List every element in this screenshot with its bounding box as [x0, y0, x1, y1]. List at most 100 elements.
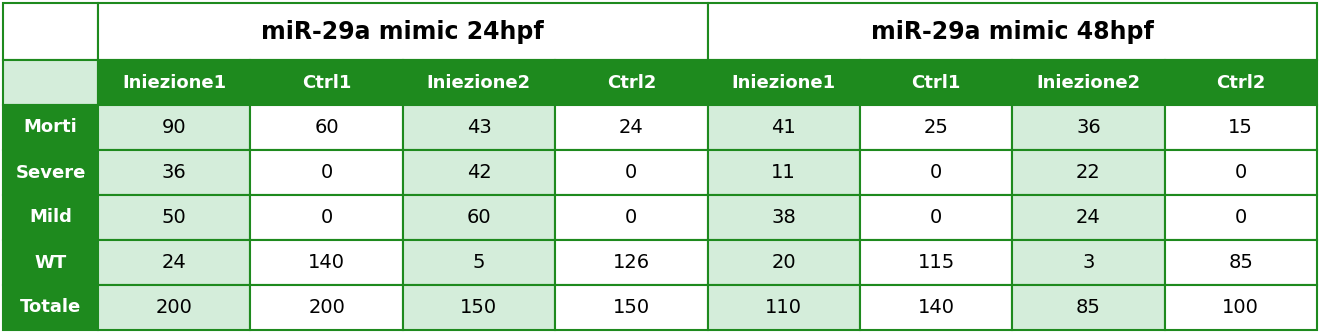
Bar	[3, 3, 98, 60]
Text: 140: 140	[917, 298, 954, 317]
Text: 41: 41	[771, 118, 796, 137]
Bar	[403, 60, 556, 105]
Bar	[1012, 60, 1164, 105]
Bar	[98, 105, 251, 150]
Text: 60: 60	[467, 208, 491, 227]
Bar	[3, 105, 98, 150]
Bar	[403, 285, 556, 330]
Text: miR-29a mimic 24hpf: miR-29a mimic 24hpf	[261, 20, 544, 44]
Bar	[98, 150, 251, 195]
Bar	[859, 195, 1012, 240]
Bar	[1012, 240, 1164, 285]
Text: 150: 150	[461, 298, 498, 317]
Text: 42: 42	[466, 163, 491, 182]
Text: 15: 15	[1229, 118, 1253, 137]
Text: 0: 0	[321, 208, 333, 227]
Text: 3: 3	[1082, 253, 1094, 272]
Bar	[251, 105, 403, 150]
Text: 43: 43	[466, 118, 491, 137]
Text: miR-29a mimic 48hpf: miR-29a mimic 48hpf	[871, 20, 1154, 44]
Text: 150: 150	[612, 298, 649, 317]
Text: 140: 140	[308, 253, 345, 272]
Bar	[1012, 285, 1164, 330]
Text: Mild: Mild	[29, 208, 71, 226]
Text: Ctrl1: Ctrl1	[302, 74, 351, 92]
Text: 24: 24	[162, 253, 186, 272]
Bar	[251, 60, 403, 105]
Text: Ctrl2: Ctrl2	[607, 74, 656, 92]
Text: 90: 90	[162, 118, 186, 137]
Text: 22: 22	[1076, 163, 1101, 182]
Text: 25: 25	[924, 118, 949, 137]
Text: 20: 20	[771, 253, 796, 272]
Text: 0: 0	[1234, 208, 1247, 227]
Bar	[859, 150, 1012, 195]
Bar	[556, 195, 708, 240]
Bar	[403, 240, 556, 285]
Text: Ctrl2: Ctrl2	[1216, 74, 1266, 92]
Text: 0: 0	[929, 208, 942, 227]
Text: 0: 0	[1234, 163, 1247, 182]
Text: 36: 36	[1076, 118, 1101, 137]
Text: 115: 115	[917, 253, 954, 272]
Text: 0: 0	[626, 163, 638, 182]
Bar	[98, 60, 251, 105]
Bar	[1164, 195, 1317, 240]
Bar	[708, 150, 859, 195]
Text: 50: 50	[162, 208, 186, 227]
Bar	[1164, 105, 1317, 150]
Text: 200: 200	[308, 298, 345, 317]
Bar	[98, 240, 251, 285]
Text: Totale: Totale	[20, 298, 81, 316]
Text: 5: 5	[473, 253, 486, 272]
Bar	[708, 285, 859, 330]
Bar	[403, 150, 556, 195]
Bar	[1164, 240, 1317, 285]
Text: 85: 85	[1229, 253, 1253, 272]
Text: Iniezione2: Iniezione2	[426, 74, 531, 92]
Text: 11: 11	[771, 163, 796, 182]
Bar	[251, 240, 403, 285]
Text: Ctrl1: Ctrl1	[911, 74, 961, 92]
Text: 0: 0	[321, 163, 333, 182]
Text: 100: 100	[1222, 298, 1259, 317]
Text: 200: 200	[156, 298, 193, 317]
Text: 0: 0	[929, 163, 942, 182]
Text: Iniezione2: Iniezione2	[1036, 74, 1140, 92]
Bar	[708, 3, 1317, 60]
Text: Iniezione1: Iniezione1	[731, 74, 836, 92]
Bar	[1164, 285, 1317, 330]
Text: 36: 36	[162, 163, 186, 182]
Text: Severe: Severe	[16, 164, 86, 181]
Bar	[403, 105, 556, 150]
Text: 0: 0	[626, 208, 638, 227]
Text: Morti: Morti	[24, 119, 78, 137]
Bar	[556, 285, 708, 330]
Bar	[708, 195, 859, 240]
Text: 38: 38	[771, 208, 796, 227]
Bar	[708, 60, 859, 105]
Bar	[251, 195, 403, 240]
Text: 110: 110	[766, 298, 803, 317]
Bar	[556, 240, 708, 285]
Bar	[98, 285, 251, 330]
Text: WT: WT	[34, 253, 66, 271]
Bar	[3, 150, 98, 195]
Bar	[859, 105, 1012, 150]
Bar	[556, 150, 708, 195]
Bar	[3, 240, 98, 285]
Bar	[556, 60, 708, 105]
Bar	[98, 3, 708, 60]
Text: 24: 24	[619, 118, 644, 137]
Bar	[1012, 150, 1164, 195]
Bar	[3, 60, 98, 105]
Bar	[1164, 60, 1317, 105]
Text: Iniezione1: Iniezione1	[123, 74, 226, 92]
Text: 126: 126	[612, 253, 649, 272]
Bar	[1012, 195, 1164, 240]
Bar	[403, 195, 556, 240]
Bar	[3, 195, 98, 240]
Bar	[1164, 150, 1317, 195]
Bar	[859, 60, 1012, 105]
Bar	[556, 105, 708, 150]
